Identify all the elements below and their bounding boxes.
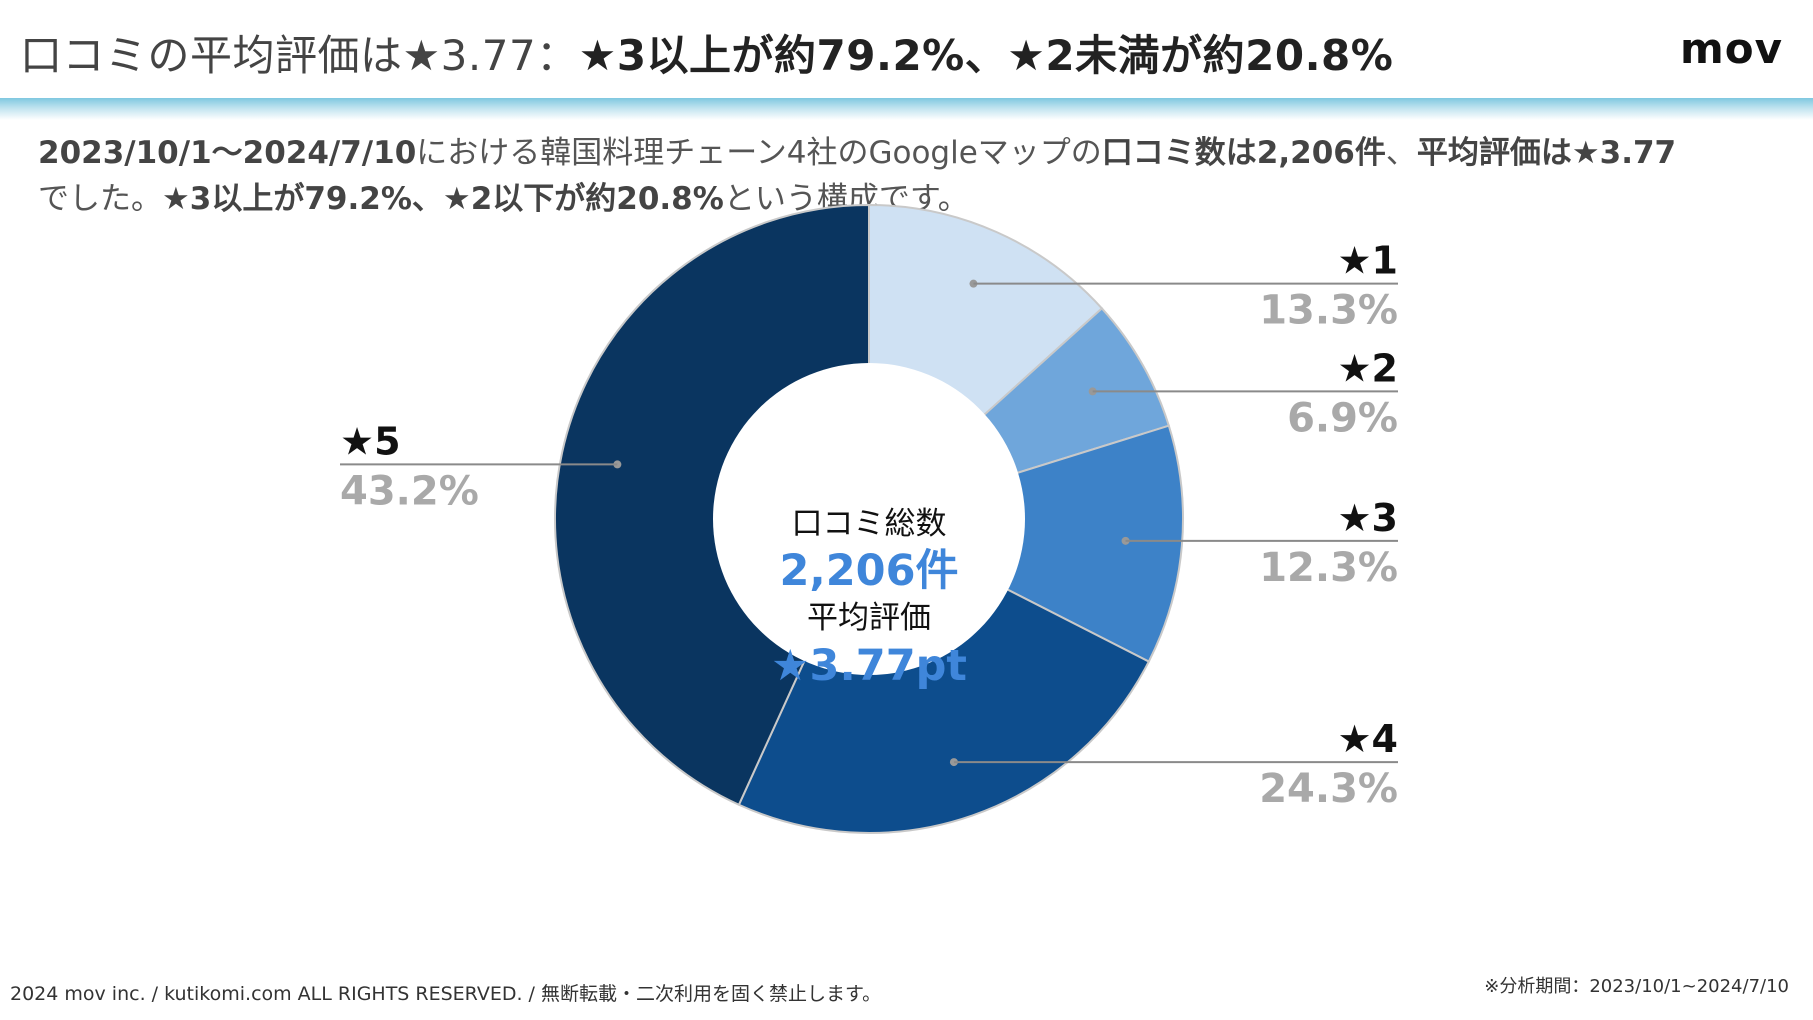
header-gradient-bar [0, 98, 1813, 120]
slice-value-label-4: 24.3% [1259, 766, 1398, 812]
mov-logo: mov [1680, 24, 1783, 73]
slice-category-label-4: ★4 [1337, 717, 1398, 761]
header: 口コミの平均評価は★3.77：★3以上が約79.2%、★2未満が約20.8% m… [0, 0, 1813, 98]
donut-hole [713, 363, 1025, 675]
slice-star-5 [554, 203, 870, 807]
summary-review-count: 口コミ数は2,206件 [1101, 135, 1386, 171]
slice-category-label-1: ★1 [1337, 239, 1398, 283]
page-title: 口コミの平均評価は★3.77：★3以上が約79.2%、★2未満が約20.8% [20, 22, 1393, 83]
summary-average: 平均評価は★3.77 [1416, 135, 1677, 171]
footer-period: ※分析期間：2023/10/1~2024/7/10 [1484, 976, 1789, 997]
slice-category-label-3: ★3 [1337, 496, 1398, 540]
center-value-average: ★3.77pt [771, 641, 967, 691]
summary-text: 2023/10/1〜2024/7/10における韓国料理チェーン4社のGoogle… [38, 130, 1788, 222]
slice-labels: ★1 13.3% ★2 6.9% ★3 12.3% ★4 24.3% ★5 43.2% [340, 239, 1398, 812]
title-prefix: 口コミの平均評価は★3.77： [20, 31, 579, 80]
slice-category-label-2: ★2 [1337, 346, 1398, 390]
title-emphasis: ★3以上が約79.2%、★2未満が約20.8% [578, 31, 1394, 80]
slice-value-label-2: 6.9% [1287, 395, 1398, 441]
summary-context: における韓国料理チェーン4社のGoogleマップの [416, 135, 1102, 171]
summary-copula: でした。 [38, 181, 162, 217]
slice-value-label-5: 43.2% [340, 468, 479, 514]
donut-center: 口コミ総数 2,206件 平均評価 ★3.77pt [713, 363, 1025, 691]
slice-category-label-5: ★5 [340, 419, 401, 463]
center-label-reviews: 口コミ総数 [792, 506, 947, 542]
leader-lines [340, 279, 1398, 767]
slice-star-3 [866, 424, 1184, 663]
center-value-reviews: 2,206件 [779, 546, 958, 596]
summary-comma: 、 [1385, 135, 1417, 171]
summary-distribution: ★3以上が79.2%、★2以下が約20.8% [162, 181, 724, 217]
slice-value-label-1: 13.3% [1259, 288, 1398, 334]
summary-period: 2023/10/1〜2024/7/10 [38, 135, 417, 171]
footer-copyright: 2024 mov inc. / kutikomi.com ALL RIGHTS … [10, 983, 882, 1005]
center-label-average: 平均評価 [807, 600, 931, 636]
slice-value-label-3: 12.3% [1259, 545, 1398, 591]
